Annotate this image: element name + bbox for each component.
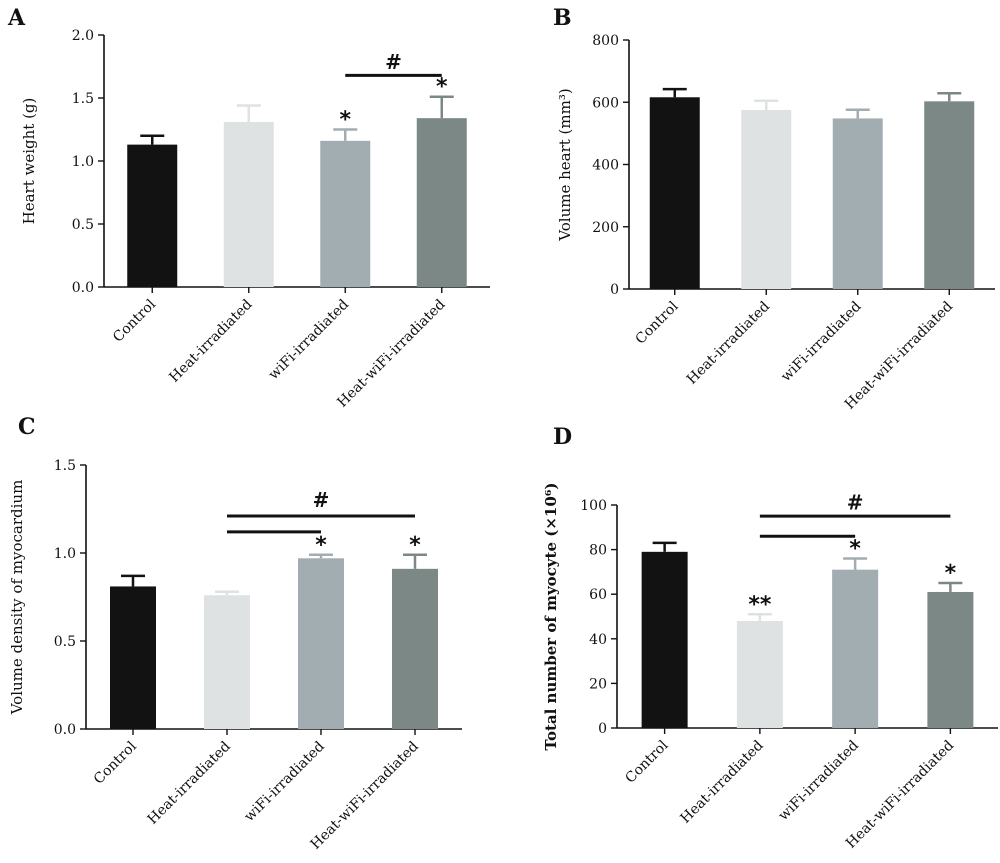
category-label: wiFi-irradiated [778, 298, 864, 384]
y-tick-label: 0.5 [72, 217, 94, 233]
y-tick-label: 0.5 [54, 634, 76, 650]
significance-star: * [945, 561, 957, 586]
y-tick-label: 0 [598, 721, 607, 737]
bar-heat-irradiated [736, 620, 783, 728]
y-tick-label: 0 [610, 282, 619, 298]
category-label: Heat-irradiated [678, 737, 767, 826]
category-label: wiFi-irradiated [241, 738, 327, 824]
significance-star: * [315, 533, 327, 558]
bar-heat-wifi-irradiated [392, 568, 438, 729]
significance-star: * [339, 108, 351, 133]
y-axis-label: Volume density of myocardium [8, 480, 26, 716]
y-tick-label: 0.0 [54, 722, 76, 738]
panel-label: A [7, 5, 26, 31]
bar-heat-irradiated [741, 110, 792, 289]
y-tick-label: 2.0 [72, 28, 94, 44]
significance-star: ** [748, 592, 772, 617]
y-tick-label: 400 [592, 158, 619, 174]
panel-label: C [18, 414, 36, 440]
category-label: Control [91, 738, 140, 787]
y-axis-label: Total number of myocyte (×10⁶) [542, 483, 560, 751]
category-label: Heat-wiFi-irradiated [842, 298, 956, 412]
y-axis-label: Heart weight (g) [20, 98, 38, 225]
category-label: Control [622, 737, 671, 786]
chart-panel-d: D 0 20 40 60 80 100 Total number of myocyte (×1… [542, 424, 998, 852]
category-label: wiFi-irradiated [266, 296, 352, 382]
chart-panel-c: C 0.0 0.5 1.0 1.5 Volume density of myocardiu… [8, 414, 462, 853]
y-tick-label: 1.0 [72, 154, 94, 170]
category-label: Heat-irradiated [166, 296, 255, 385]
bar-heat-wifi-irradiated [416, 118, 467, 287]
bar-wifi-irradiated [832, 569, 879, 728]
significance-symbol: # [847, 490, 864, 514]
bar-control [110, 586, 156, 729]
y-tick-label: 1.5 [54, 458, 76, 474]
significance-star: * [409, 533, 421, 558]
y-tick-label: 40 [589, 632, 607, 648]
bar-heat-wifi-irradiated [927, 591, 974, 728]
y-tick-label: 80 [589, 543, 607, 559]
significance-star: * [436, 75, 448, 100]
y-tick-label: 0.0 [72, 280, 94, 296]
bar-wifi-irradiated [298, 558, 344, 729]
bar-heat-wifi-irradiated [924, 101, 975, 289]
category-label: Control [633, 298, 682, 347]
y-tick-label: 600 [592, 95, 619, 111]
panel-label: B [553, 5, 572, 31]
bar-wifi-irradiated [320, 140, 371, 287]
y-tick-label: 800 [592, 33, 619, 49]
y-tick-label: 100 [580, 498, 607, 514]
bar-heat-irradiated [223, 121, 274, 287]
y-tick-label: 60 [589, 587, 607, 603]
bar-control [641, 551, 688, 728]
y-axis-label: Volume heart (mm³) [556, 88, 574, 241]
bar-control [127, 144, 178, 287]
significance-star: * [849, 537, 861, 562]
bar-wifi-irradiated [832, 118, 883, 289]
y-tick-label: 1.0 [54, 546, 76, 562]
bar-control [649, 97, 700, 290]
category-label: wiFi-irradiated [775, 737, 861, 823]
category-label: Heat-wiFi-irradiated [843, 737, 957, 851]
significance-symbol: # [385, 50, 402, 74]
y-tick-label: 200 [592, 220, 619, 236]
significance-symbol: # [313, 488, 330, 512]
y-tick-label: 20 [589, 676, 607, 692]
category-label: Heat-wiFi-irradiated [308, 738, 422, 852]
y-tick-label: 1.5 [72, 91, 94, 107]
bar-heat-irradiated [204, 595, 250, 729]
category-label: Heat-wiFi-irradiated [334, 296, 448, 410]
panel-label: D [553, 424, 572, 450]
category-label: Heat-irradiated [145, 738, 234, 827]
category-label: Heat-irradiated [684, 298, 773, 387]
category-label: Control [110, 296, 159, 345]
